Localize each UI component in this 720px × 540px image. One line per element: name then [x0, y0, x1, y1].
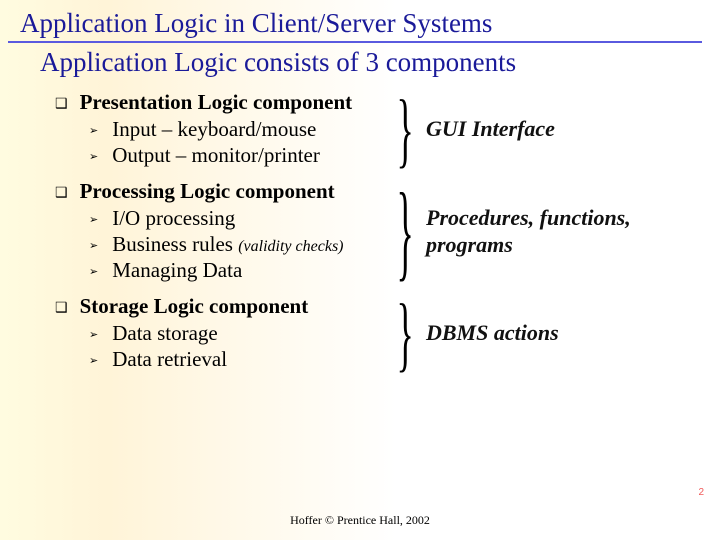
triangle-bullet-icon: ➢: [89, 150, 98, 163]
brace-icon: }: [396, 96, 413, 163]
triangle-bullet-icon: ➢: [89, 239, 98, 252]
square-bullet-icon: ❑: [55, 300, 68, 317]
slide: Application Logic in Client/Server Syste…: [0, 0, 720, 540]
triangle-bullet-icon: ➢: [89, 328, 98, 341]
slide-subtitle: Application Logic consists of 3 componen…: [0, 43, 720, 88]
triangle-bullet-icon: ➢: [89, 265, 98, 278]
sub-list: ➢ Data storage ➢ Data retrieval: [55, 321, 390, 372]
sub-list: ➢ I/O processing ➢ Business rules (valid…: [55, 206, 390, 283]
item-text: I/O processing: [112, 206, 235, 231]
section-label: GUI Interface: [426, 116, 555, 142]
section-right: Procedures, functions, programs: [420, 179, 720, 284]
square-bullet-icon: ❑: [55, 185, 68, 202]
component-heading-row: ❑ Storage Logic component: [55, 294, 390, 319]
brace-column: }: [390, 294, 420, 373]
section-right: GUI Interface: [420, 90, 720, 169]
component-heading-row: ❑ Presentation Logic component: [55, 90, 390, 115]
section-storage: ❑ Storage Logic component ➢ Data storage…: [0, 294, 720, 373]
brace-icon: }: [396, 188, 413, 274]
list-item: ➢ Input – keyboard/mouse: [89, 117, 390, 142]
item-text: Business rules (validity checks): [112, 232, 343, 257]
list-item: ➢ I/O processing: [89, 206, 390, 231]
component-heading: Presentation Logic component: [80, 90, 353, 115]
component-heading: Storage Logic component: [80, 294, 309, 319]
section-processing: ❑ Processing Logic component ➢ I/O proce…: [0, 179, 720, 284]
brace-icon: }: [396, 300, 413, 367]
brace-column: }: [390, 90, 420, 169]
triangle-bullet-icon: ➢: [89, 124, 98, 137]
section-left: ❑ Processing Logic component ➢ I/O proce…: [0, 179, 390, 284]
footer-text: Hoffer © Prentice Hall, 2002: [0, 513, 720, 528]
item-text: Output – monitor/printer: [112, 143, 320, 168]
item-text: Data storage: [112, 321, 218, 346]
item-text: Input – keyboard/mouse: [112, 117, 316, 142]
section-presentation: ❑ Presentation Logic component ➢ Input –…: [0, 90, 720, 169]
page-number: 2: [698, 487, 704, 498]
list-item: ➢ Output – monitor/printer: [89, 143, 390, 168]
list-item: ➢ Business rules (validity checks): [89, 232, 390, 257]
item-text: Data retrieval: [112, 347, 227, 372]
triangle-bullet-icon: ➢: [89, 354, 98, 367]
slide-title: Application Logic in Client/Server Syste…: [8, 0, 702, 43]
section-left: ❑ Storage Logic component ➢ Data storage…: [0, 294, 390, 373]
sub-list: ➢ Input – keyboard/mouse ➢ Output – moni…: [55, 117, 390, 168]
list-item: ➢ Managing Data: [89, 258, 390, 283]
list-item: ➢ Data retrieval: [89, 347, 390, 372]
item-text: Managing Data: [112, 258, 242, 283]
item-paren-text: (validity checks): [238, 238, 343, 255]
item-main-text: Business rules: [112, 232, 238, 256]
component-heading: Processing Logic component: [80, 179, 335, 204]
list-item: ➢ Data storage: [89, 321, 390, 346]
triangle-bullet-icon: ➢: [89, 213, 98, 226]
square-bullet-icon: ❑: [55, 96, 68, 113]
section-label: Procedures, functions, programs: [426, 205, 720, 258]
brace-column: }: [390, 179, 420, 284]
section-label: DBMS actions: [426, 320, 559, 346]
section-left: ❑ Presentation Logic component ➢ Input –…: [0, 90, 390, 169]
component-heading-row: ❑ Processing Logic component: [55, 179, 390, 204]
section-right: DBMS actions: [420, 294, 720, 373]
